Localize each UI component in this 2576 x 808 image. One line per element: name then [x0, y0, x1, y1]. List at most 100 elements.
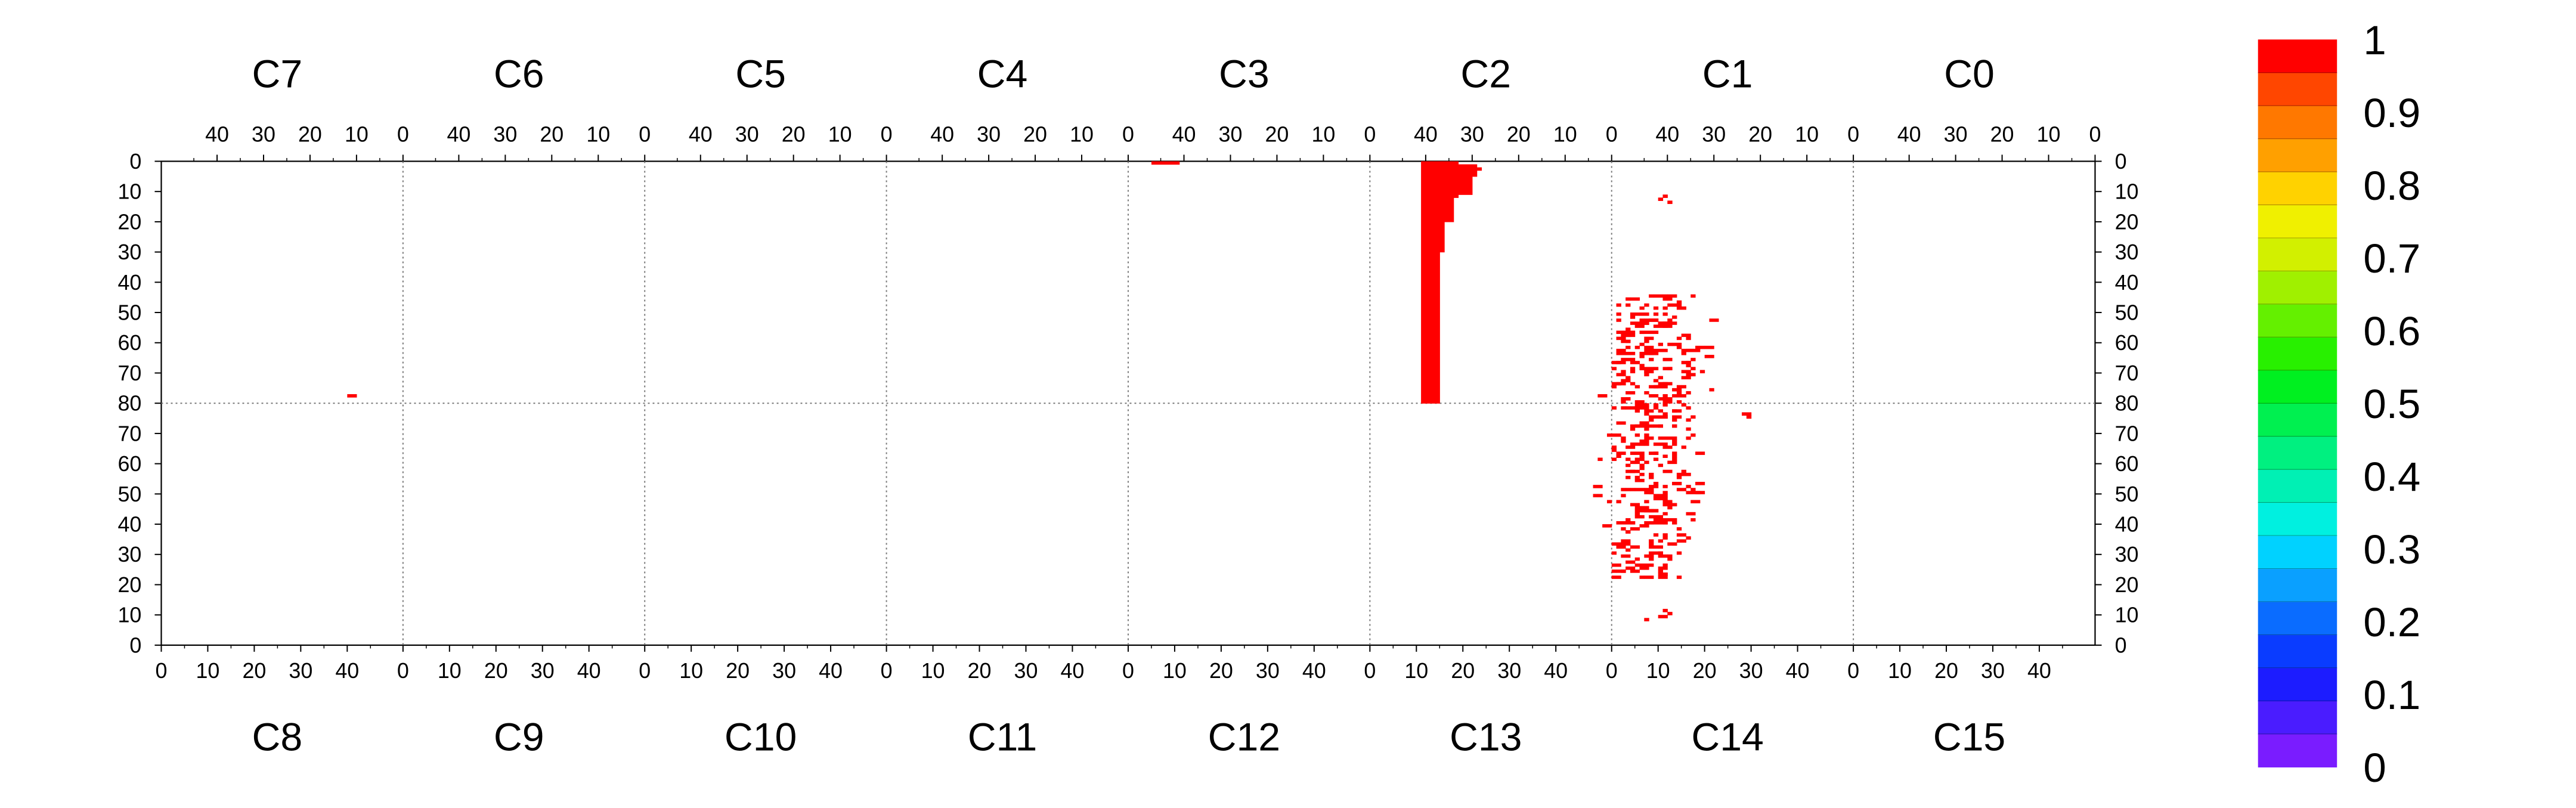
hit-pixel: [1630, 460, 1636, 465]
hit-pixel: [1630, 351, 1636, 355]
right-tick-label: 60: [2115, 452, 2139, 476]
hit-pixel: [1667, 518, 1677, 522]
hit-pixel: [1630, 560, 1636, 564]
hit-pixel: [1686, 361, 1691, 364]
hit-pixel: [1686, 491, 1691, 494]
hit-pixel: [1611, 563, 1621, 567]
hit-pixel: [1676, 551, 1682, 555]
hit-pixel: [1644, 460, 1649, 465]
top-tick-label: 40: [1414, 122, 1438, 146]
hit-pixel: [1676, 391, 1682, 395]
hit-pixel: [1626, 518, 1631, 522]
hit-pixel: [1644, 351, 1654, 355]
hit-pixel: [1626, 406, 1631, 410]
hit-pixel: [1611, 569, 1617, 573]
bottom-tick-label: 30: [1014, 659, 1038, 683]
bottom-tick-label: 30: [1981, 659, 2005, 683]
hit-pixel: [1686, 364, 1691, 367]
top-tick-label: 10: [1553, 122, 1577, 146]
right-tick-label: 10: [2115, 603, 2139, 627]
hit-pixel: [1653, 533, 1659, 537]
plot-frame: [160, 160, 2096, 646]
right-tick-label: 70: [2115, 422, 2139, 445]
colorbar-segment: [2258, 733, 2337, 767]
hit-pixel: [1653, 403, 1659, 407]
chip-label-bottom: C11: [968, 716, 1038, 760]
hit-pixel: [1649, 424, 1654, 428]
hit-pixel: [1649, 415, 1654, 419]
hit-pixel: [1667, 367, 1673, 370]
hit-pixel: [1662, 609, 1668, 612]
chip-label-bottom: C14: [1691, 716, 1764, 760]
top-tick-label: 10: [828, 122, 852, 146]
hit-pixel: [1662, 497, 1668, 500]
hit-pixel: [1653, 415, 1659, 419]
chip-label-bottom: C13: [1450, 716, 1522, 760]
colorbar-segment: [2258, 205, 2337, 239]
top-tick-label: 20: [1748, 122, 1772, 146]
left-tick-label: 60: [117, 452, 141, 476]
left-tick-label: 80: [117, 392, 141, 416]
hit-pixel: [1667, 554, 1673, 558]
hit-pixel: [1639, 364, 1645, 367]
hit-pixel: [1630, 569, 1640, 573]
hit-pixel: [1639, 566, 1649, 570]
chip-label-top: C1: [1702, 52, 1753, 96]
hit-pixel: [1667, 557, 1673, 561]
hit-pixel: [1630, 315, 1636, 319]
hit-pixel: [1639, 575, 1645, 579]
colorbar-tick-label: 0.5: [2363, 381, 2420, 427]
hit-pixel: [1681, 385, 1686, 389]
hit-pixel: [1611, 457, 1617, 462]
bottom-tick-label: 30: [1739, 659, 1763, 683]
top-tick-label: 20: [298, 122, 322, 146]
hit-pixel: [1649, 554, 1654, 558]
hit-pixel: [1621, 521, 1626, 525]
hit-pixel: [1653, 482, 1659, 485]
hit-pixel: [1611, 385, 1617, 389]
hit-pixel: [1672, 415, 1682, 419]
hit-pixel: [1634, 324, 1645, 328]
hit-pixel: [1593, 494, 1598, 497]
hit-pixel: [1699, 370, 1705, 373]
hit-pixel: [1686, 418, 1691, 422]
top-tick-label: 0: [2089, 122, 2101, 146]
bottom-tick-label: 0: [1847, 659, 1859, 683]
hit-pixel: [1626, 327, 1631, 331]
hit-pixel: [1658, 569, 1663, 573]
hit-pixel: [1639, 524, 1645, 528]
hit-pixel: [1690, 488, 1696, 491]
right-tick-label: 0: [2115, 150, 2127, 174]
colorbar-tick-label: 1: [2363, 17, 2386, 63]
hit-pixel: [1616, 542, 1626, 546]
top-tick-label: 10: [2037, 122, 2061, 146]
hit-pixel: [1653, 406, 1659, 410]
hit-pixel: [1630, 427, 1636, 431]
top-tick-label: 40: [205, 122, 229, 146]
top-tick-label: 40: [1655, 122, 1679, 146]
hit-pixel: [1634, 509, 1640, 513]
colorbar-segment: [2258, 138, 2337, 172]
hit-pixel: [1626, 379, 1631, 383]
hit-pixel: [1644, 409, 1649, 413]
hit-pixel: [1662, 518, 1668, 522]
hit-pixel: [1649, 539, 1654, 543]
hit-pixel: [1634, 361, 1640, 364]
hit-pixel: [1649, 418, 1654, 422]
hit-pixel: [1626, 297, 1631, 301]
hit-pixel: [1653, 545, 1659, 549]
hit-pixel: [1658, 551, 1663, 555]
hit-pixel: [1597, 394, 1608, 398]
hit-pixel: [1681, 376, 1691, 380]
hit-pixel: [1639, 466, 1645, 470]
right-tick-label: 50: [2115, 301, 2139, 324]
hit-pixel: [1649, 394, 1659, 398]
hit-pixel: [1634, 345, 1640, 349]
hit-pixel: [1634, 557, 1640, 561]
hit-pixel: [1662, 512, 1668, 516]
hit-pixel: [1644, 618, 1649, 621]
left-tick-label: 50: [117, 301, 141, 324]
hit-pixel: [1746, 415, 1752, 419]
hit-pixel: [1686, 406, 1691, 410]
hit-pixel: [1630, 469, 1640, 473]
